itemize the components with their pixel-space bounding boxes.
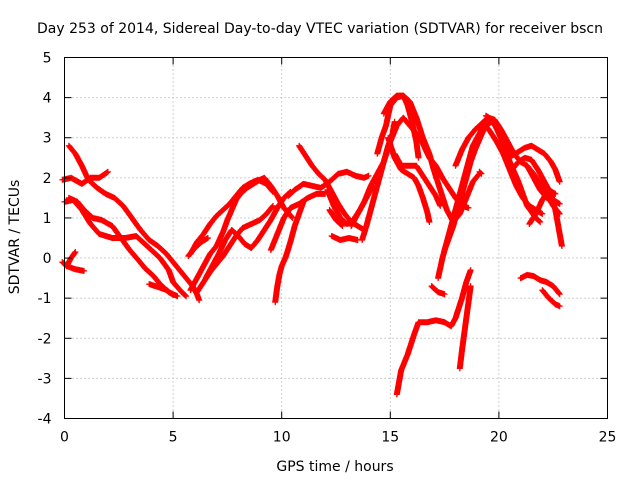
series-arc-12 xyxy=(185,235,211,260)
data-point-markers xyxy=(393,267,474,398)
data-point-markers xyxy=(359,118,398,243)
y-tick-label: -3 xyxy=(38,371,52,387)
series-arc-5 xyxy=(65,142,203,304)
data-point-markers xyxy=(508,154,565,249)
data-point-markers xyxy=(482,112,563,185)
series-arc-33 xyxy=(508,154,565,249)
x-tick-label: 25 xyxy=(599,430,617,446)
x-axis-label: GPS time / hours xyxy=(276,459,393,475)
data-point-markers xyxy=(524,162,563,207)
data-point-markers xyxy=(285,168,372,199)
plot-frame xyxy=(64,57,608,419)
data-point-markers xyxy=(63,263,87,274)
data-point-markers xyxy=(146,281,177,298)
data-point-markers xyxy=(517,271,563,298)
data-points xyxy=(59,92,565,398)
series-arc-38 xyxy=(476,168,485,177)
x-tick-label: 10 xyxy=(273,430,291,446)
series-arc-6 xyxy=(65,194,181,300)
y-tick-label: -1 xyxy=(38,291,52,307)
series-arc-24 xyxy=(385,134,433,225)
y-tick-label: 1 xyxy=(43,211,52,227)
data-point-markers xyxy=(476,168,485,177)
series-arc-27 xyxy=(428,283,448,298)
series-arc-36 xyxy=(517,271,563,298)
data-point-markers xyxy=(428,283,448,298)
data-point-markers xyxy=(194,202,276,296)
data-point-markers xyxy=(539,287,563,310)
data-point-markers xyxy=(272,198,307,306)
series-arc-35 xyxy=(524,162,563,207)
x-tick-label: 5 xyxy=(169,430,178,446)
series-arc-19 xyxy=(328,233,361,243)
y-axis-label: SDTVAR / TECUs xyxy=(7,180,23,295)
y-tick-label: -2 xyxy=(38,331,52,347)
series-arc-28 xyxy=(456,283,474,372)
series-arc-37 xyxy=(539,287,563,310)
y-tick-label: 5 xyxy=(43,51,52,67)
data-point-markers xyxy=(456,283,474,372)
series-arc-15 xyxy=(285,168,372,199)
series-arc-30 xyxy=(435,122,546,282)
data-point-markers xyxy=(202,188,294,282)
y-tick-label: 2 xyxy=(43,171,52,187)
data-point-markers xyxy=(185,235,211,260)
y-tick-label: 4 xyxy=(43,91,52,107)
x-tick-label: 20 xyxy=(490,430,508,446)
data-point-markers xyxy=(65,142,203,304)
x-tick-label: 0 xyxy=(60,430,69,446)
y-tick-label: -4 xyxy=(38,412,52,428)
axes: 0 5 10 15 20 25 -4 -3 -2 -1 0 1 2 3 4 5 xyxy=(38,51,617,446)
data-point-markers xyxy=(328,233,361,243)
data-point-markers xyxy=(385,134,433,225)
series-arc-4 xyxy=(63,263,87,274)
chart-title: Day 253 of 2014, Sidereal Day-to-day VTE… xyxy=(37,21,603,37)
y-tick-label: 3 xyxy=(43,131,52,147)
series-arc-32 xyxy=(482,112,563,185)
series-arc-18 xyxy=(326,206,346,229)
series-arc-26 xyxy=(393,267,474,398)
series-arc-11 xyxy=(202,188,294,282)
series-arc-7 xyxy=(146,281,177,298)
series-arc-21 xyxy=(359,118,398,243)
data-point-markers xyxy=(326,206,346,229)
series-arc-10 xyxy=(194,202,276,296)
data-point-markers xyxy=(435,122,546,282)
x-tick-label: 15 xyxy=(381,430,399,446)
series-arc-14 xyxy=(272,198,307,306)
y-tick-label: 0 xyxy=(43,251,52,267)
data-point-markers xyxy=(65,194,181,300)
